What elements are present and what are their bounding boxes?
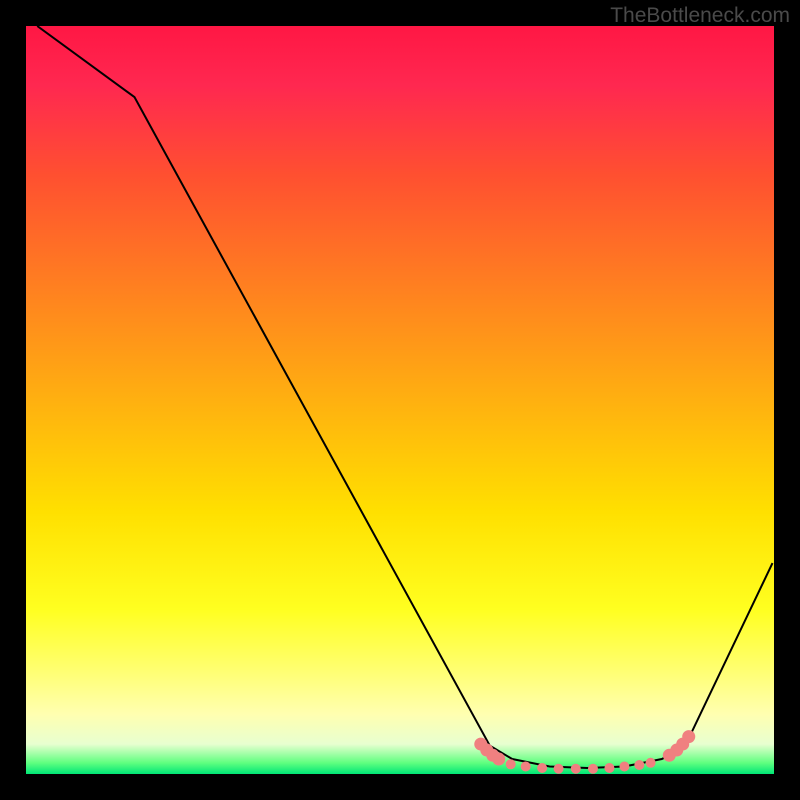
chart-plot-area — [26, 26, 774, 774]
curve-marker — [521, 762, 531, 772]
watermark-text: TheBottleneck.com — [610, 4, 790, 28]
chart-line-layer — [26, 26, 774, 774]
curve-marker — [619, 762, 629, 772]
curve-marker — [506, 759, 516, 769]
curve-marker — [646, 758, 656, 768]
curve-marker — [682, 730, 695, 743]
bottleneck-curve — [37, 26, 772, 768]
curve-marker — [634, 760, 644, 770]
curve-marker — [492, 753, 505, 766]
curve-marker — [571, 764, 581, 774]
curve-marker — [588, 764, 598, 774]
curve-marker — [537, 763, 547, 773]
curve-marker — [604, 763, 614, 773]
curve-marker — [554, 764, 564, 774]
